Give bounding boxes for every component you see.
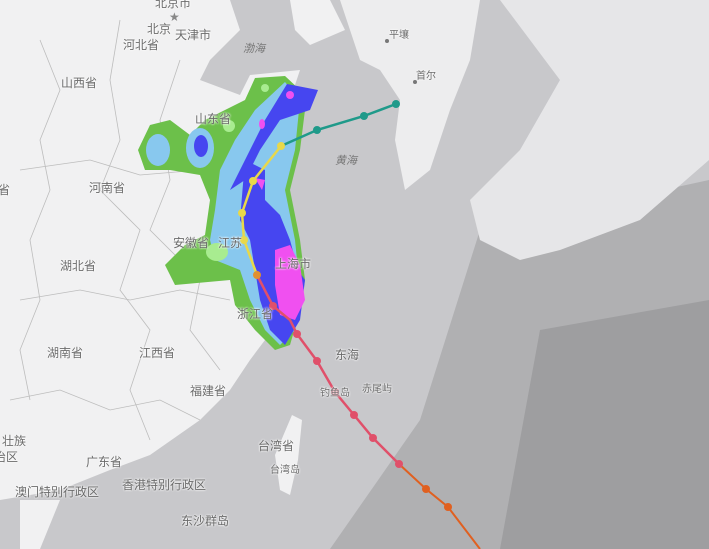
track-points[interactable] [238, 100, 452, 511]
seoul-dot [413, 80, 417, 84]
japan [470, 0, 709, 260]
label-shanxi: 山西省 [61, 76, 98, 90]
label-guangdong: 广东省 [86, 455, 123, 469]
label-hunan: 湖南省 [47, 346, 84, 360]
taiwan-island [275, 415, 302, 495]
liaodong-peninsula [290, 0, 345, 45]
track-segment-teal [280, 102, 397, 148]
label-anhui: 安徽省 [173, 236, 210, 250]
label-shanghai: 上海市 [275, 257, 312, 271]
label-hebei: 河北省 [123, 38, 160, 52]
rainfall-area [138, 76, 318, 350]
label-zhejiang: 浙江省 [237, 307, 274, 321]
label-hubei: 湖北省 [60, 259, 97, 273]
beijing-star-icon: ★ [169, 10, 180, 24]
korea-peninsula [340, 0, 480, 190]
track-segment-orange [398, 463, 481, 549]
label-yellow-sea: 黄海 [335, 154, 357, 167]
label-diaoyu: 钓鱼岛 [320, 388, 350, 399]
province-borders [9, 19, 231, 441]
label-beijing: 北京 [147, 22, 172, 36]
label-guangxi-a: 壮族 [2, 434, 27, 448]
label-guangxi-b: 治区 [0, 450, 19, 464]
label-east-sea: 东海 [335, 348, 360, 362]
label-pyongyang: 平壤 [389, 30, 409, 41]
label-seoul: 首尔 [416, 71, 436, 82]
deep-sea-trench [500, 300, 709, 549]
label-macau: 澳门特别行政区 [15, 485, 100, 499]
label-dongsha: 东沙群岛 [181, 514, 230, 528]
typhoon-track[interactable] [238, 100, 481, 549]
label-jiangsu: 江苏 [218, 236, 243, 250]
hainan-coast [20, 500, 60, 549]
label-chiwei: 赤尾屿 [362, 384, 392, 395]
label-shandong: 山东省 [195, 112, 232, 126]
label-taiwan-island: 台湾岛 [270, 465, 300, 476]
label-bohai: 渤海 [243, 42, 265, 55]
label-jiangxi: 江西省 [139, 346, 176, 360]
label-hongkong: 香港特别行政区 [122, 478, 207, 492]
label-partial-province: 省 [0, 183, 11, 197]
label-fujian: 福建省 [190, 384, 227, 398]
pyongyang-dot [385, 39, 389, 43]
label-henan: 河南省 [89, 181, 126, 195]
label-beijing-city: 北京市 [155, 0, 192, 10]
label-taiwan-province: 台湾省 [258, 439, 295, 453]
label-tianjin: 天津市 [175, 28, 212, 42]
rain-extreme [255, 178, 265, 190]
